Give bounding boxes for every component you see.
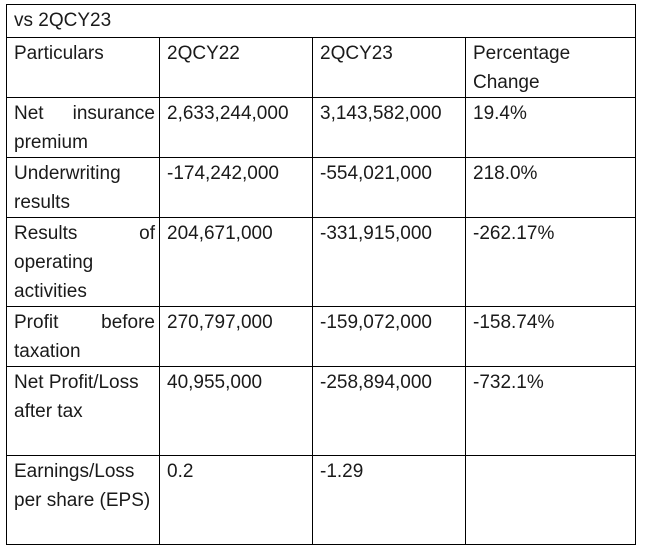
- caption-row: vs 2QCY23: [6, 4, 636, 38]
- header-particulars: Particulars: [6, 37, 160, 98]
- cell-change: 19.4%: [465, 97, 636, 158]
- cell-2qcy23: 3,143,582,000: [312, 97, 466, 158]
- row-label: Net insurance premium: [6, 97, 160, 158]
- table-row: Earnings/Loss per share (EPS) 0.2 -1.29: [6, 455, 636, 545]
- header-percentage-change: Percentage Change: [465, 37, 636, 98]
- row-label: Earnings/Loss per share (EPS): [6, 455, 160, 545]
- cell-change: 218.0%: [465, 157, 636, 218]
- cell-change: -732.1%: [465, 366, 636, 456]
- table-row: Results of operating activities 204,671,…: [6, 217, 636, 307]
- cell-2qcy22: 270,797,000: [159, 306, 313, 367]
- cell-change: -158.74%: [465, 306, 636, 367]
- cell-change: -262.17%: [465, 217, 636, 307]
- cell-2qcy23: -258,894,000: [312, 366, 466, 456]
- cell-2qcy22: 2,633,244,000: [159, 97, 313, 158]
- cell-2qcy23: -331,915,000: [312, 217, 466, 307]
- cell-2qcy22: 0.2: [159, 455, 313, 545]
- cell-2qcy22: -174,242,000: [159, 157, 313, 218]
- cell-2qcy22: 204,671,000: [159, 217, 313, 307]
- header-2qcy23: 2QCY23: [312, 37, 466, 98]
- row-label: Underwriting results: [6, 157, 160, 218]
- row-label: Net Profit/Loss after tax: [6, 366, 160, 456]
- row-label: Results of operating activities: [6, 217, 160, 307]
- table-caption: vs 2QCY23: [6, 4, 636, 38]
- header-row: Particulars 2QCY22 2QCY23 Percentage Cha…: [6, 37, 636, 98]
- cell-2qcy23: -159,072,000: [312, 306, 466, 367]
- table-row: Net Profit/Loss after tax 40,955,000 -25…: [6, 366, 636, 456]
- cell-2qcy23: -554,021,000: [312, 157, 466, 218]
- table-row: Underwriting results -174,242,000 -554,0…: [6, 157, 636, 218]
- cell-change: [465, 455, 636, 545]
- header-2qcy22: 2QCY22: [159, 37, 313, 98]
- financial-comparison-table: vs 2QCY23 Particulars 2QCY22 2QCY23 Perc…: [6, 4, 636, 545]
- cell-2qcy22: 40,955,000: [159, 366, 313, 456]
- row-label: Profit before taxation: [6, 306, 160, 367]
- cell-2qcy23: -1.29: [312, 455, 466, 545]
- table-row: Net insurance premium 2,633,244,000 3,14…: [6, 97, 636, 158]
- table-row: Profit before taxation 270,797,000 -159,…: [6, 306, 636, 367]
